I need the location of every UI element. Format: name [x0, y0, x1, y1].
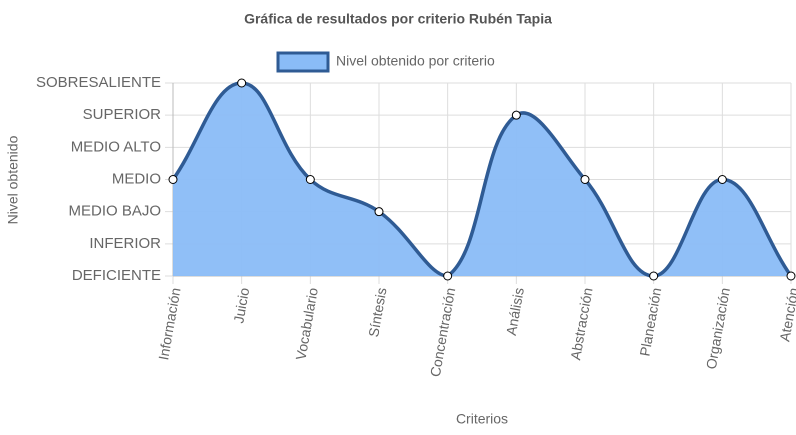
point: [168, 175, 178, 184]
y-tick-label: MEDIO BAJO: [68, 203, 161, 220]
point: [717, 175, 727, 184]
x-tick-label: Análisis: [503, 286, 527, 336]
y-tick-label: DEFICIENTE: [72, 267, 161, 284]
legend-swatch: [276, 51, 330, 73]
point: [580, 175, 590, 184]
point: [786, 271, 796, 281]
y-tick-label: MEDIO ALTO: [71, 138, 161, 155]
x-tick-label: Juicio: [230, 286, 252, 324]
x-tick-label: Vocabulario: [292, 286, 320, 361]
point: [374, 207, 384, 217]
y-tick-label: INFERIOR: [89, 235, 161, 252]
x-tick-label: Abstracción: [567, 286, 595, 361]
y-axis-label: Nivel obtenido: [5, 135, 21, 224]
chart-title: Gráfica de resultados por criterio Rubén…: [244, 11, 552, 27]
legend-label: Nivel obtenido por criterio: [336, 53, 495, 69]
x-tick-label: Concentración: [427, 286, 458, 378]
point: [649, 271, 659, 281]
x-axis-label: Criterios: [456, 411, 508, 427]
x-tick-label: Síntesis: [365, 286, 389, 338]
y-tick-label: SUPERIOR: [83, 106, 162, 123]
x-tick-label: Información: [155, 286, 183, 361]
y-tick-label: MEDIO: [112, 170, 161, 187]
area: [173, 83, 791, 276]
point: [237, 78, 247, 88]
point: [305, 175, 315, 184]
point: [511, 110, 521, 120]
y-tick-label: SOBRESALIENTE: [36, 74, 161, 91]
line: [171, 81, 793, 278]
point: [443, 271, 453, 281]
x-tick-label: Planeación: [636, 286, 664, 357]
x-tick-label: Organización: [703, 286, 733, 370]
x-tick-label: Atención: [776, 286, 796, 342]
